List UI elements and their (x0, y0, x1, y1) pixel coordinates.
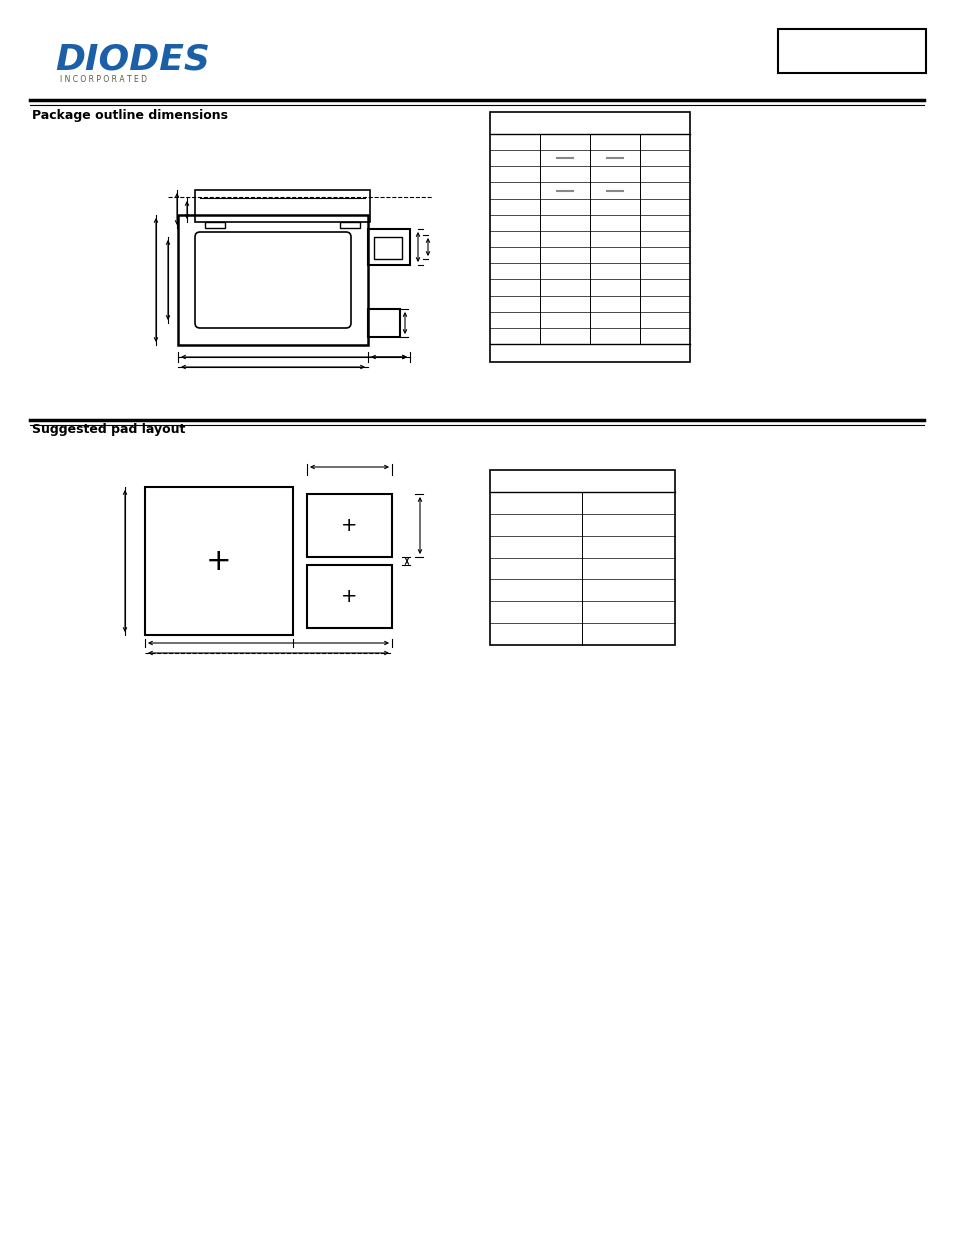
Text: +: + (206, 547, 232, 576)
Bar (374, 237, 401, 259)
Bar (339, 222, 359, 228)
Bar (178, 215, 368, 345)
Bar (205, 222, 225, 228)
Bar (145, 487, 293, 635)
Text: +: + (341, 587, 357, 606)
Text: Package outline dimensions: Package outline dimensions (32, 109, 228, 121)
Bar (490, 471, 675, 645)
Bar (307, 564, 392, 629)
Bar (778, 28, 925, 73)
Bar (368, 309, 399, 337)
Text: Suggested pad layout: Suggested pad layout (32, 424, 185, 436)
Text: DIODES: DIODES (55, 43, 210, 77)
Bar (307, 494, 392, 557)
Bar (490, 112, 689, 362)
Bar (368, 228, 410, 266)
Bar (194, 190, 370, 222)
Text: +: + (341, 516, 357, 535)
Text: I N C O R P O R A T E D: I N C O R P O R A T E D (60, 75, 147, 84)
